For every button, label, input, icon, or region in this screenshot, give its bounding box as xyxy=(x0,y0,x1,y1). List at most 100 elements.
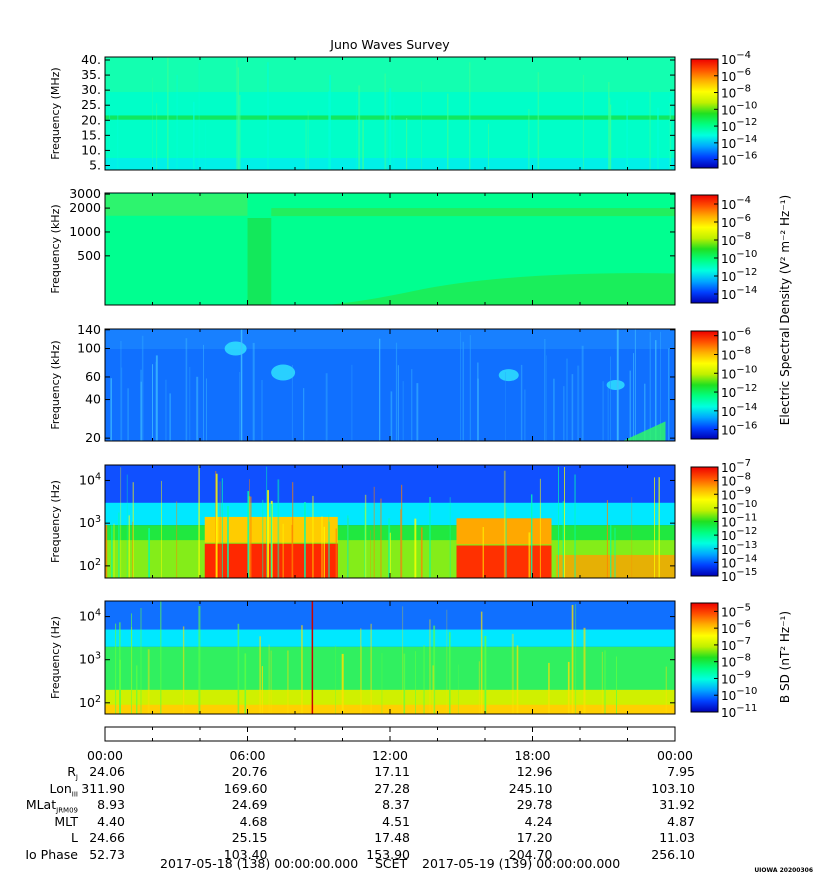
colorbar-tick-label: 10−16 xyxy=(721,421,757,438)
ephemeris-value: 24.69 xyxy=(231,797,268,812)
ephemeris-row: Io Phase 52.73 103.40 153.90 204.70 256.10 xyxy=(0,847,815,863)
ephemeris-value: 17.20 xyxy=(516,830,553,845)
spectrogram-image-2 xyxy=(105,193,675,305)
b-sd-label: B SD (nT² Hz⁻¹) xyxy=(778,611,792,703)
ephemeris-label: MLT xyxy=(54,813,78,829)
spectrogram-image-1 xyxy=(105,57,675,170)
ephemeris-value: 4.68 xyxy=(239,813,268,829)
colorbar-5 xyxy=(690,602,719,713)
y-tick-label: 104 xyxy=(79,608,101,624)
ephemeris-value: 25.15 xyxy=(231,830,268,845)
ephemeris-value: 4.51 xyxy=(382,813,410,829)
spectrogram-image-5 xyxy=(105,601,675,714)
y-tick-label: 30. xyxy=(81,82,101,97)
time-label: 12:00 xyxy=(372,748,408,763)
colorbar-tick-label: 10−4 xyxy=(721,195,751,212)
y-tick-label: 40 xyxy=(85,392,101,407)
y-axis-label: Frequency (Hz) xyxy=(49,480,62,563)
ephemeris-value: 8.37 xyxy=(382,797,410,812)
ephemeris-value: 27.28 xyxy=(374,780,410,796)
colorbar-tick-label: 10−6 xyxy=(721,213,751,230)
ephemeris-value: 8.93 xyxy=(97,797,125,812)
ephemeris-value: 17.11 xyxy=(374,764,410,779)
colorbar-1 xyxy=(690,58,719,169)
ephemeris-value: 204.70 xyxy=(508,846,553,862)
colorbar-tick-label: 10−5 xyxy=(721,602,751,619)
ephemeris-row: MLatJRM09 8.93 24.69 8.37 29.78 31.92 xyxy=(0,797,815,815)
ephemeris-label: Io Phase xyxy=(25,846,78,862)
ephemeris-label: RJ xyxy=(67,764,78,782)
colorbar-tick-label: 10−10 xyxy=(721,249,757,266)
colorbar-tick-label: 10−10 xyxy=(721,686,757,703)
y-tick-label: 10. xyxy=(81,142,101,157)
spectrogram-image-3 xyxy=(105,329,675,441)
y-tick-label: 500 xyxy=(77,248,101,263)
ephemeris-value: 24.06 xyxy=(89,764,125,779)
colorbar-tick-label: 10−12 xyxy=(721,117,757,134)
ephemeris-value: 24.66 xyxy=(89,830,125,845)
y-tick-label: 20 xyxy=(85,430,101,445)
ephemeris-value: 7.95 xyxy=(667,764,695,779)
colorbar-tick-label: 10−8 xyxy=(721,653,751,670)
ephemeris-value: 4.24 xyxy=(524,813,553,829)
ephemeris-value: 311.90 xyxy=(81,780,125,796)
ephemeris-value: 4.40 xyxy=(97,813,125,829)
ephemeris-label: LonIII xyxy=(49,780,78,799)
figure-title: Juno Waves Survey xyxy=(329,37,450,52)
colorbar-tick-label: 10−14 xyxy=(721,285,757,302)
y-tick-label: 35. xyxy=(81,67,101,82)
ephemeris-value: 11.03 xyxy=(659,830,695,845)
footer-start-time: 2017-05-18 (138) 00:00:00.000 xyxy=(160,856,359,871)
colorbar-tick-label: 10−6 xyxy=(721,327,751,344)
colorbar-tick-label: 10−9 xyxy=(721,669,751,686)
colorbar-tick-label: 10−15 xyxy=(721,567,757,584)
y-tick-label: 2000 xyxy=(69,200,101,215)
time-axis-strip: 00:00 06:00 12:00 18:00 00:00 xyxy=(87,726,693,763)
version-stamp: UIOWA 20200306 xyxy=(754,867,813,874)
colorbar-tick-label: 10−6 xyxy=(721,67,751,84)
y-tick-label: 20. xyxy=(81,112,101,127)
spectrogram-panel-3: 20 40 60 100 140 Frequency (kHz) 10−610−8 10−10… xyxy=(49,322,757,445)
colorbar-tick-label: 10−10 xyxy=(721,100,757,117)
y-tick-label: 140 xyxy=(77,322,101,337)
colorbar-tick-label: 10−7 xyxy=(721,636,751,653)
y-tick-label: 104 xyxy=(79,471,101,487)
colorbar-tick-label: 10−14 xyxy=(721,134,757,151)
time-label: 00:00 xyxy=(657,748,693,763)
y-tick-label: 15. xyxy=(81,127,101,142)
colorbar-tick-label: 10−4 xyxy=(721,50,751,67)
spectrogram-panels: 5.10.15.20.25.30.35.40. Frequency (MHz) 10… xyxy=(49,50,792,720)
ephemeris-value: 245.10 xyxy=(508,780,553,796)
y-axis-label: Frequency (Hz) xyxy=(49,616,62,699)
colorbar-tick-label: 10−12 xyxy=(721,267,757,284)
colorbar-4 xyxy=(690,466,719,577)
y-tick-label: 103 xyxy=(79,514,101,530)
ephemeris-row: LonIII 311.90 169.60 27.28 245.10 103.10 xyxy=(0,780,815,799)
ephemeris-row: MLT 4.40 4.68 4.51 4.24 4.87 xyxy=(0,814,815,830)
colorbar-tick-label: 10−16 xyxy=(721,151,757,168)
time-label: 18:00 xyxy=(514,748,550,763)
footer-scet-label: SCET xyxy=(375,856,408,871)
y-axis-label: Frequency (MHz) xyxy=(49,67,62,159)
y-tick-label: 60 xyxy=(85,369,101,384)
y-tick-label: 5. xyxy=(89,157,101,172)
y-tick-label: 1000 xyxy=(69,224,101,239)
ephemeris-row: RJ 24.06 20.76 17.11 12.96 7.95 xyxy=(0,764,815,782)
y-tick-label: 40. xyxy=(81,52,101,67)
ephemeris-value: 29.78 xyxy=(516,797,553,812)
colorbar-3 xyxy=(690,330,719,440)
y-tick-label: 103 xyxy=(79,651,101,667)
colorbar-tick-label: 10−8 xyxy=(721,84,751,101)
ephemeris-value: 17.48 xyxy=(374,830,410,845)
colorbar-tick-label: 10−11 xyxy=(721,703,757,720)
footer-end-time: 2017-05-19 (139) 00:00:00.000 xyxy=(422,856,621,871)
ephemeris-value: 153.90 xyxy=(366,846,410,862)
ephemeris-value: 4.87 xyxy=(667,813,695,829)
y-tick-label: 102 xyxy=(79,694,101,710)
ephemeris-row: L 24.66 25.15 17.48 17.20 11.03 xyxy=(0,830,815,846)
y-tick-label: 102 xyxy=(79,557,101,573)
colorbar-tick-label: 10−10 xyxy=(721,364,757,381)
